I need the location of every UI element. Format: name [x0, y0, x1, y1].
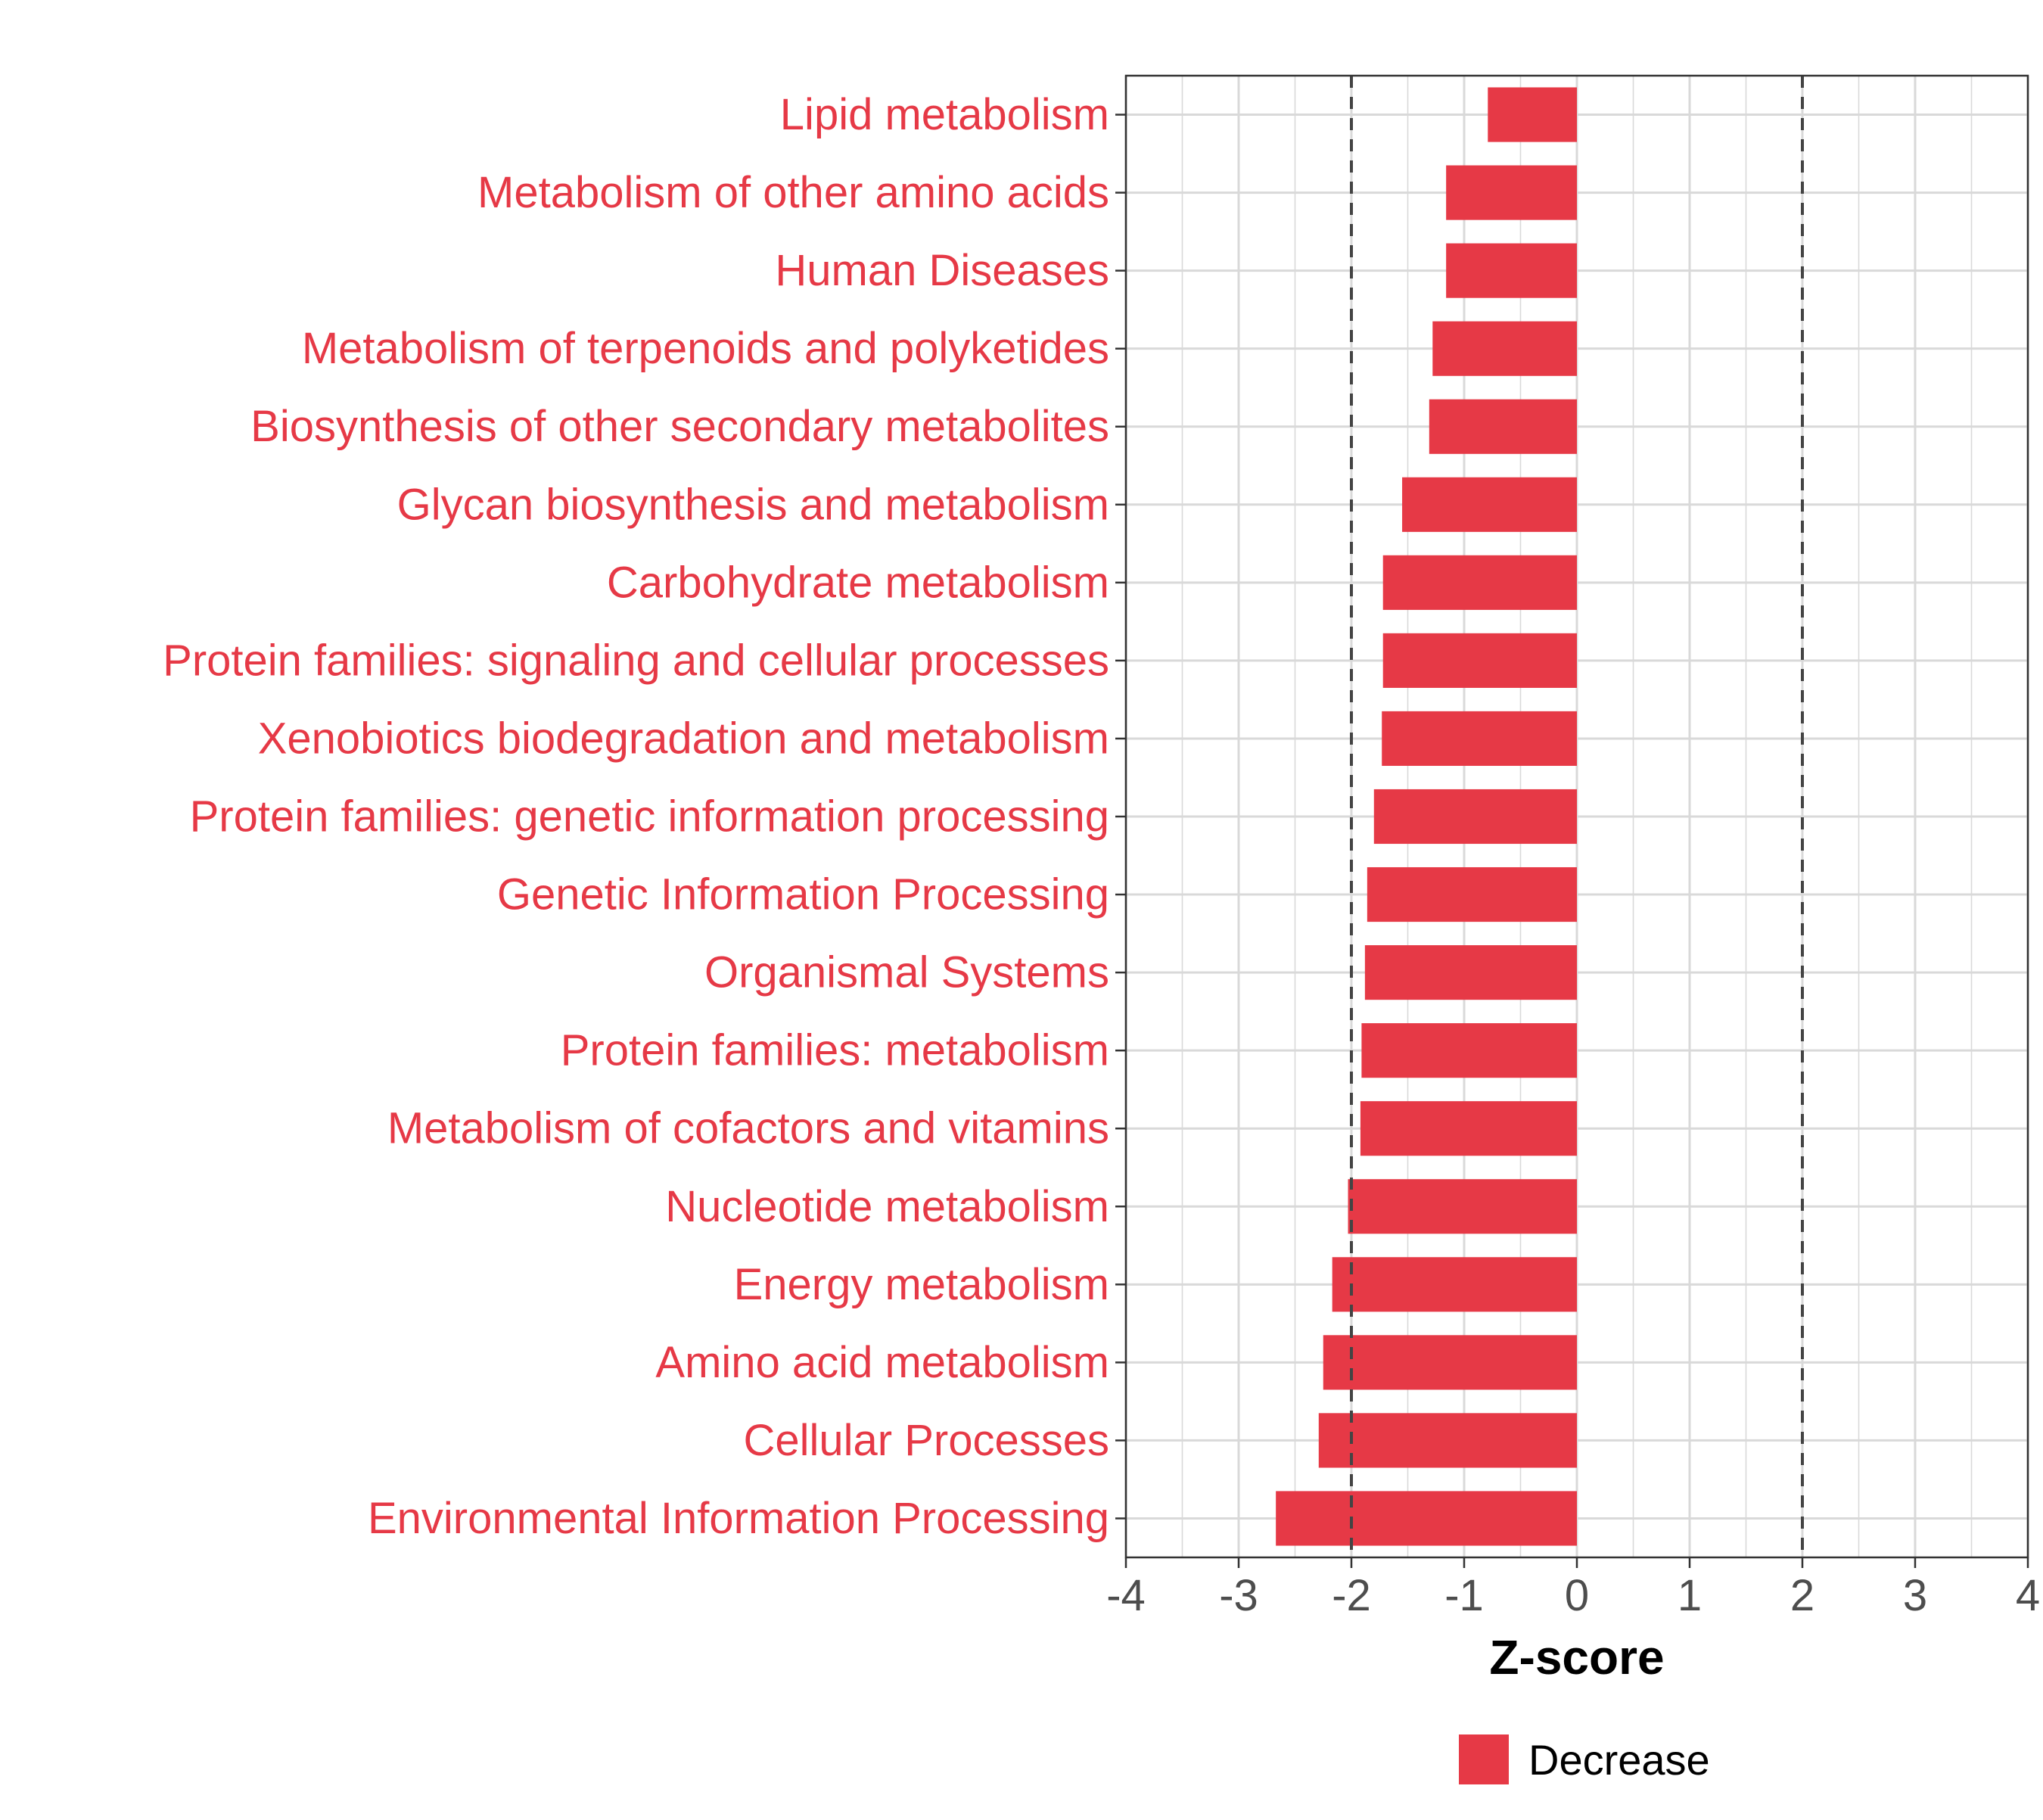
x-tick-label: -3	[1219, 1571, 1258, 1620]
bar	[1360, 1101, 1577, 1156]
category-label: Metabolism of other amino acids	[477, 168, 1109, 217]
reference-lines	[1350, 76, 1804, 1557]
category-label: Metabolism of cofactors and vitamins	[387, 1104, 1109, 1153]
category-label: Organismal Systems	[704, 948, 1109, 997]
category-label: Genetic Information Processing	[497, 870, 1109, 919]
x-axis-ticks: -4 -3 -2 -1 0 1 2 3 4	[1106, 1557, 2040, 1620]
bars	[1276, 87, 1577, 1546]
bar	[1488, 87, 1577, 142]
legend-swatch-decrease	[1459, 1734, 1509, 1784]
x-tick-label: -4	[1106, 1571, 1146, 1620]
category-label: Metabolism of terpenoids and polyketides	[302, 324, 1109, 373]
bar	[1364, 945, 1577, 1000]
x-tick-label: 2	[1790, 1571, 1814, 1620]
category-label: Lipid metabolism	[780, 90, 1109, 139]
bar	[1446, 243, 1577, 298]
bar	[1361, 1023, 1577, 1078]
x-tick-label: -1	[1444, 1571, 1484, 1620]
bar	[1348, 1179, 1577, 1234]
category-label: Cellular Processes	[743, 1416, 1109, 1465]
bar	[1332, 1257, 1577, 1312]
bar	[1429, 399, 1577, 454]
x-tick-label: 1	[1678, 1571, 1702, 1620]
x-axis-title: Z-score	[1489, 1630, 1664, 1685]
x-tick-label: 0	[1565, 1571, 1589, 1620]
legend: Decrease	[1459, 1734, 1710, 1784]
category-label: Protein families: metabolism	[561, 1026, 1109, 1075]
x-tick-label: 4	[2016, 1571, 2040, 1620]
bar	[1382, 711, 1577, 767]
category-label: Protein families: signaling and cellular…	[163, 636, 1109, 685]
bar	[1367, 866, 1577, 922]
category-label: Human Diseases	[775, 246, 1109, 295]
category-label: Energy metabolism	[734, 1260, 1109, 1309]
bar	[1402, 477, 1577, 532]
x-tick-label: 3	[1903, 1571, 1927, 1620]
bar	[1318, 1413, 1577, 1468]
bar	[1373, 789, 1577, 845]
x-tick-label: -2	[1332, 1571, 1371, 1620]
category-label: Glycan biosynthesis and metabolism	[397, 480, 1109, 529]
category-label: Protein families: genetic information pr…	[190, 792, 1109, 842]
legend-label-decrease: Decrease	[1528, 1736, 1710, 1784]
category-label: Nucleotide metabolism	[665, 1182, 1109, 1231]
category-labels: Lipid metabolism Metabolism of other amin…	[163, 90, 1126, 1543]
bar	[1382, 555, 1577, 610]
bar	[1323, 1335, 1577, 1390]
bar	[1432, 321, 1577, 376]
bar	[1382, 633, 1577, 688]
category-label: Carbohydrate metabolism	[607, 558, 1109, 607]
bar	[1276, 1491, 1577, 1546]
category-label: Amino acid metabolism	[655, 1338, 1109, 1387]
category-label: Environmental Information Processing	[368, 1494, 1109, 1543]
category-label: Xenobiotics biodegradation and metabolis…	[258, 714, 1109, 763]
category-label: Biosynthesis of other secondary metaboli…	[250, 402, 1109, 451]
bar	[1446, 165, 1577, 220]
